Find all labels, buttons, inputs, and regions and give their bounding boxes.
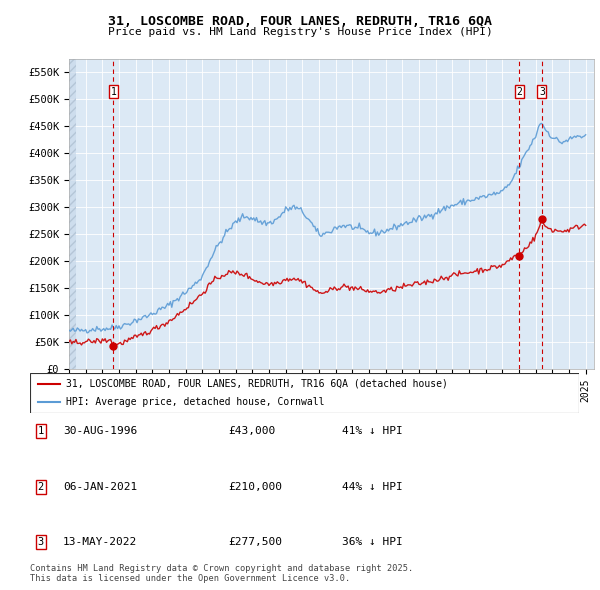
Bar (69, 59, 76, 369)
Text: 3: 3 (38, 537, 44, 546)
Text: 31, LOSCOMBE ROAD, FOUR LANES, REDRUTH, TR16 6QA: 31, LOSCOMBE ROAD, FOUR LANES, REDRUTH, … (108, 15, 492, 28)
Text: £277,500: £277,500 (228, 537, 282, 546)
Text: 06-JAN-2021: 06-JAN-2021 (63, 482, 137, 491)
Text: 1: 1 (38, 426, 44, 435)
Text: 41% ↓ HPI: 41% ↓ HPI (342, 426, 403, 435)
Text: 44% ↓ HPI: 44% ↓ HPI (342, 482, 403, 491)
Text: 31, LOSCOMBE ROAD, FOUR LANES, REDRUTH, TR16 6QA (detached house): 31, LOSCOMBE ROAD, FOUR LANES, REDRUTH, … (65, 379, 448, 389)
Text: 36% ↓ HPI: 36% ↓ HPI (342, 537, 403, 546)
Text: Contains HM Land Registry data © Crown copyright and database right 2025.
This d: Contains HM Land Registry data © Crown c… (30, 563, 413, 583)
Text: 13-MAY-2022: 13-MAY-2022 (63, 537, 137, 546)
Text: 30-AUG-1996: 30-AUG-1996 (63, 426, 137, 435)
Text: 2: 2 (38, 482, 44, 491)
Text: 3: 3 (539, 87, 545, 97)
Text: £210,000: £210,000 (228, 482, 282, 491)
Text: 2: 2 (517, 87, 522, 97)
Text: HPI: Average price, detached house, Cornwall: HPI: Average price, detached house, Corn… (65, 397, 324, 407)
Text: 1: 1 (110, 87, 116, 97)
Text: £43,000: £43,000 (228, 426, 275, 435)
Text: Price paid vs. HM Land Registry's House Price Index (HPI): Price paid vs. HM Land Registry's House … (107, 27, 493, 37)
